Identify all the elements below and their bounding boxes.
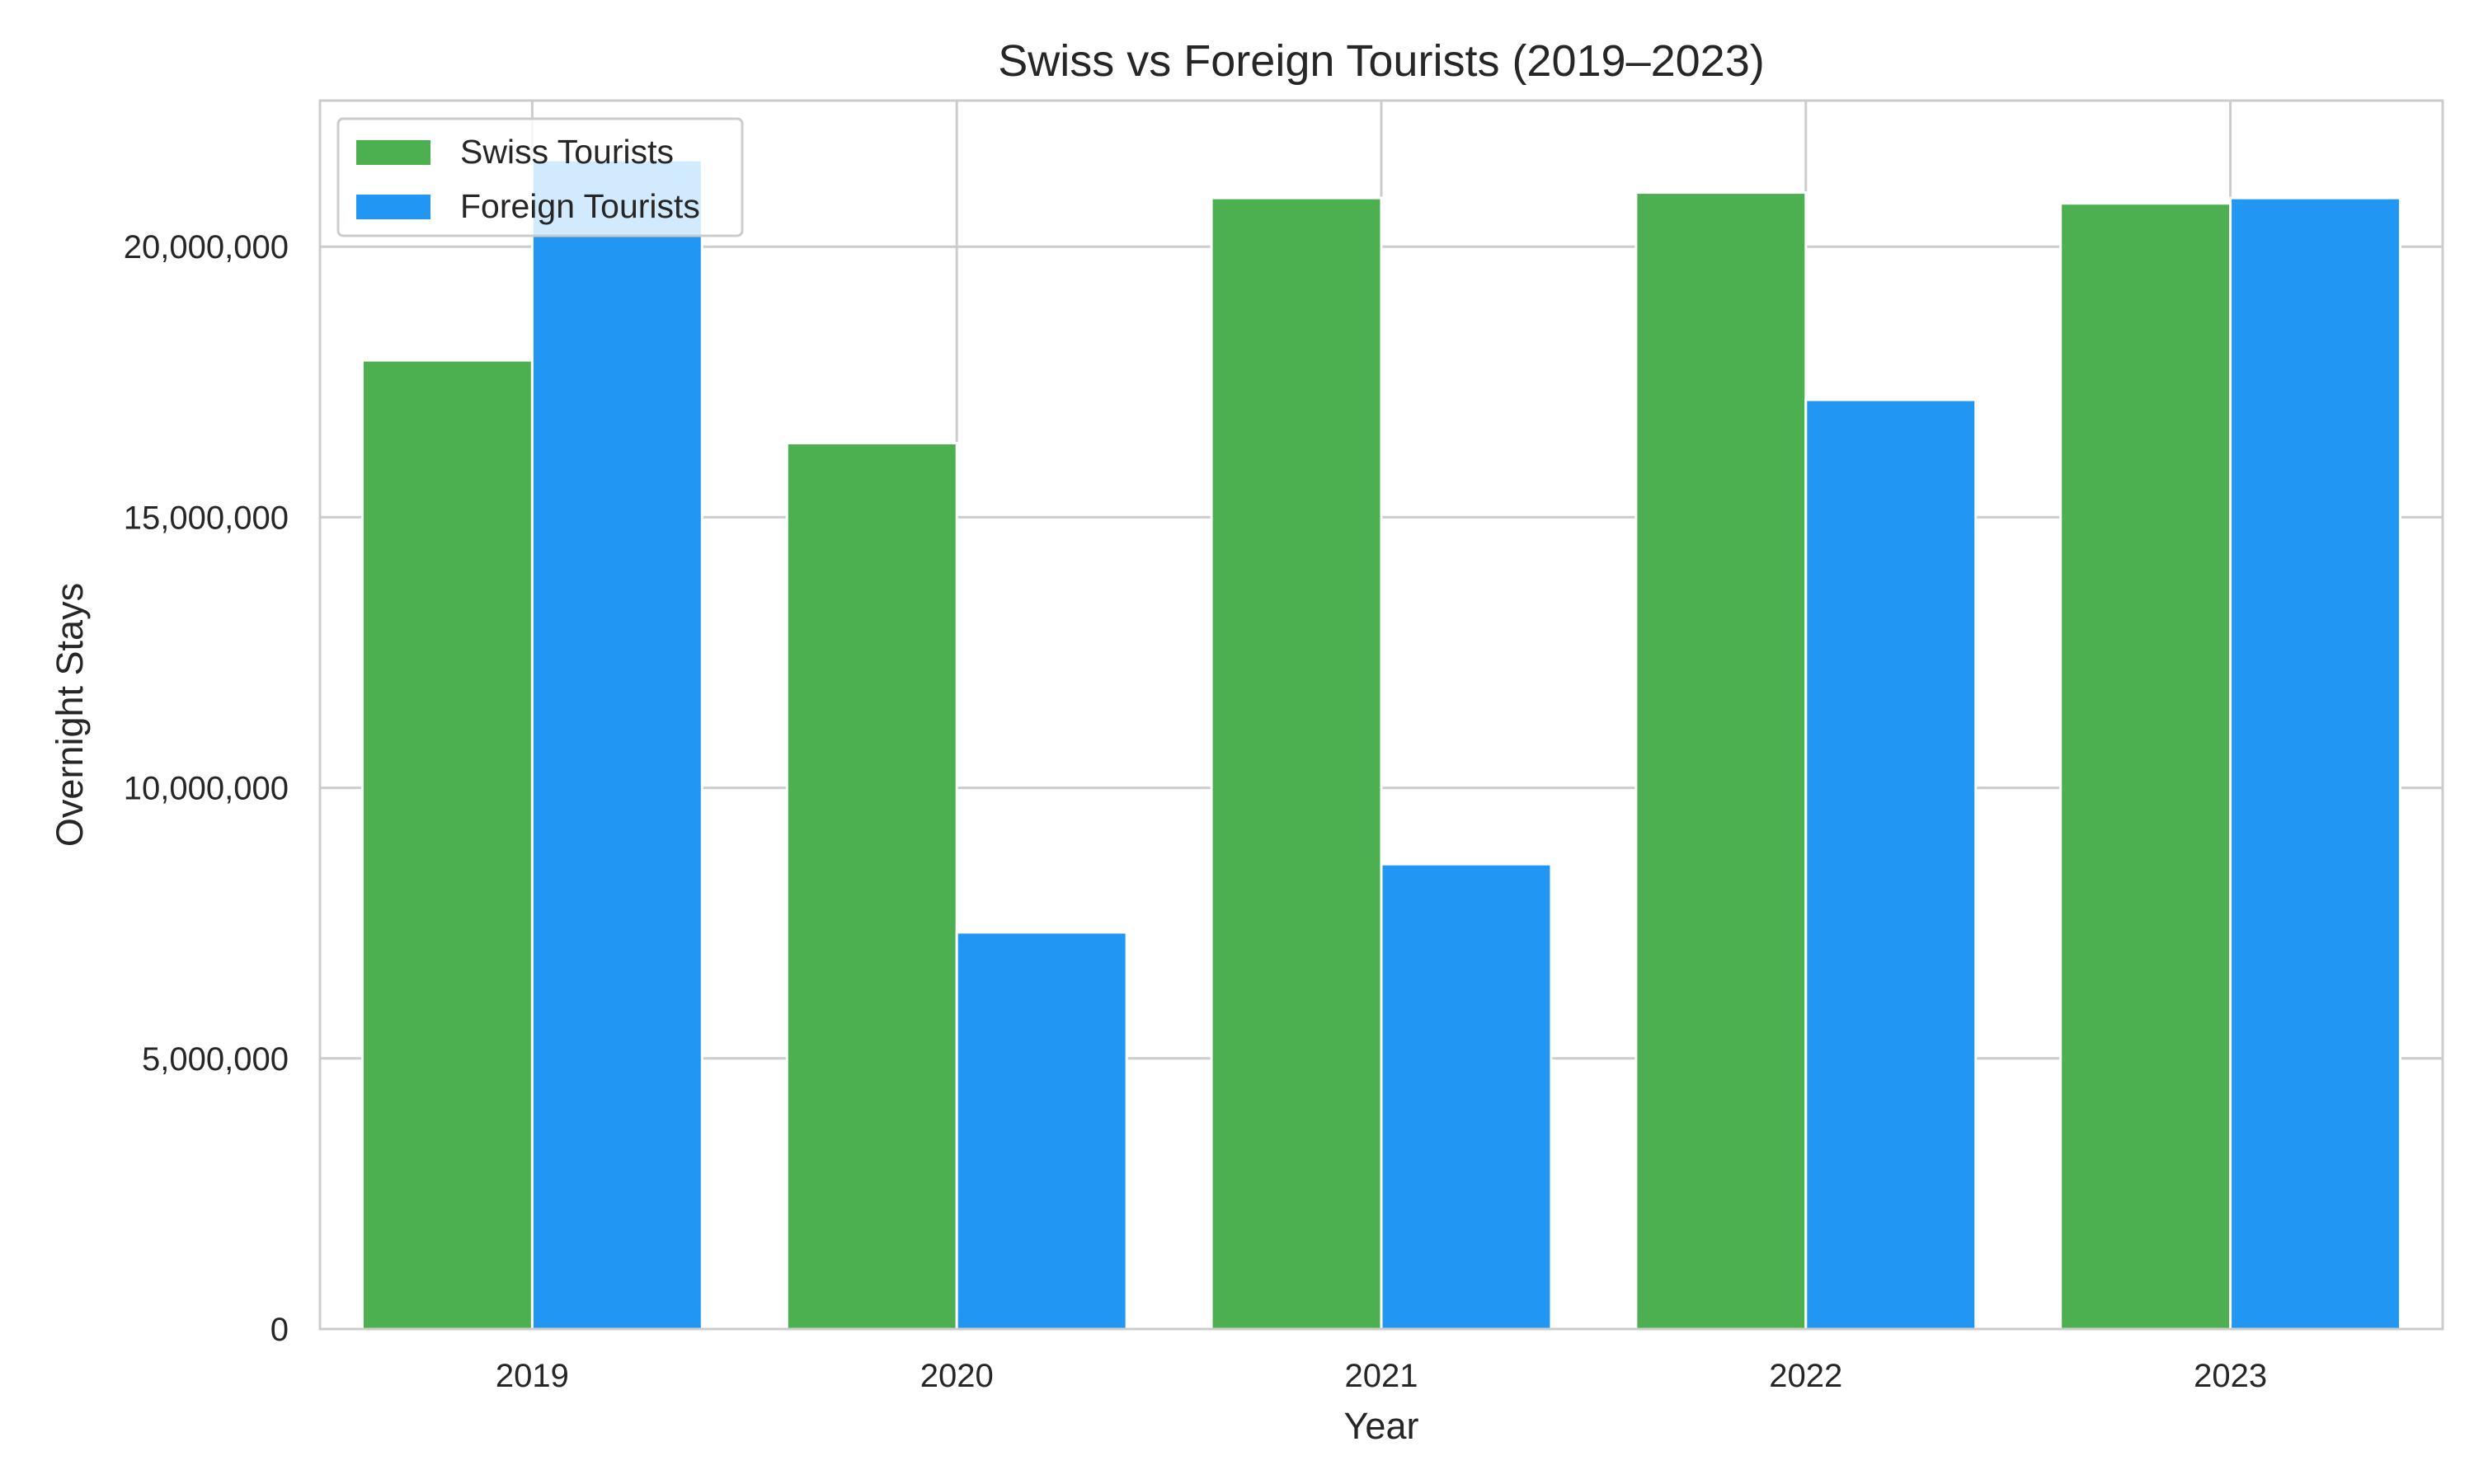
y-axis-ticks: 0 5,000,000 10,000,000 15,000,000 20,000,000 bbox=[124, 229, 289, 1348]
bars bbox=[360, 158, 2402, 1331]
y-axis-title: Overnight Stays bbox=[49, 583, 91, 847]
bar-foreign-2023 bbox=[2229, 196, 2402, 1331]
x-tick-label: 2023 bbox=[2194, 1358, 2267, 1394]
bar-swiss-2019 bbox=[360, 359, 534, 1331]
x-tick-label: 2021 bbox=[1345, 1358, 1418, 1394]
y-tick-label: 5,000,000 bbox=[142, 1041, 289, 1078]
bar-foreign-2019 bbox=[530, 158, 703, 1331]
bar-foreign-2021 bbox=[1380, 862, 1553, 1331]
bar-foreign-2020 bbox=[955, 931, 1128, 1331]
bar-swiss-2021 bbox=[1210, 196, 1383, 1331]
x-tick-label: 2022 bbox=[1769, 1358, 1842, 1394]
legend: Swiss Tourists Foreign Tourists bbox=[336, 117, 744, 237]
legend-label: Swiss Tourists bbox=[460, 133, 674, 171]
x-axis-title: Year bbox=[1344, 1405, 1419, 1447]
x-axis-ticks: 2019 2020 2021 2022 2023 bbox=[496, 1358, 2267, 1394]
x-tick-label: 2020 bbox=[920, 1358, 994, 1394]
legend-box bbox=[336, 117, 744, 237]
plot-frame bbox=[318, 99, 2444, 1331]
legend-swatch bbox=[356, 195, 430, 219]
x-tick-label: 2019 bbox=[496, 1358, 569, 1394]
legend-swatch bbox=[356, 140, 430, 165]
y-tick-label: 0 bbox=[270, 1312, 289, 1348]
y-tick-label: 10,000,000 bbox=[124, 771, 289, 807]
y-tick-label: 15,000,000 bbox=[124, 500, 289, 536]
bar-foreign-2022 bbox=[1804, 398, 1978, 1331]
bar-swiss-2022 bbox=[1634, 191, 1808, 1331]
legend-label: Foreign Tourists bbox=[460, 187, 700, 225]
y-tick-label: 20,000,000 bbox=[124, 229, 289, 265]
chart-title: Swiss vs Foreign Tourists (2019–2023) bbox=[998, 36, 1764, 86]
bar-swiss-2020 bbox=[785, 441, 958, 1331]
bar-swiss-2023 bbox=[2059, 202, 2232, 1331]
